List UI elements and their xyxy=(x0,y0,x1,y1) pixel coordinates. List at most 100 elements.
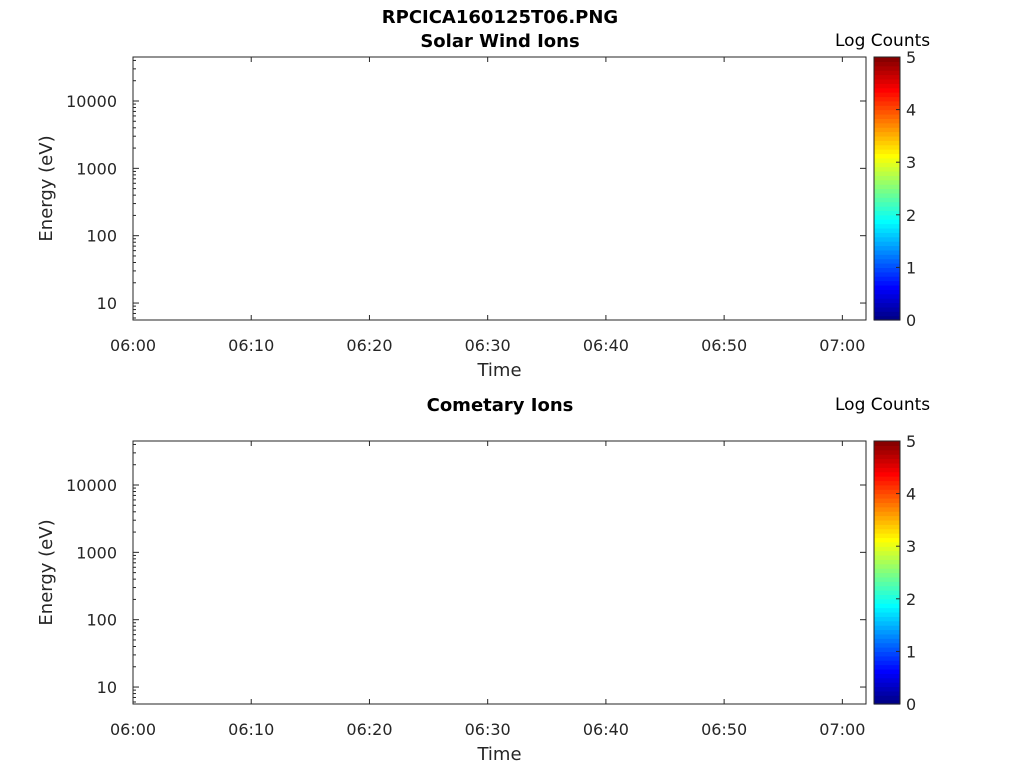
colorbar-step xyxy=(874,476,900,482)
colorbar-step xyxy=(874,528,900,534)
colorbar-step xyxy=(874,78,900,84)
colorbar-step xyxy=(874,563,900,569)
x-axis-label: Time xyxy=(476,360,521,381)
colorbar-step xyxy=(874,74,900,80)
colorbar-tick-label: 1 xyxy=(906,258,916,277)
colorbar: 0 1 2 3 4 5 xyxy=(873,432,916,714)
colorbar-step xyxy=(874,502,900,508)
colorbar-step xyxy=(874,441,900,446)
colorbar-step xyxy=(874,576,900,582)
top-panel-title: Solar Wind Ions xyxy=(420,31,580,52)
y-tick-label: 1000 xyxy=(76,159,117,178)
colorbar-step xyxy=(874,258,900,264)
colorbar-step xyxy=(874,223,900,229)
colorbar-step xyxy=(874,249,900,255)
x-tick-label: 06:40 xyxy=(583,336,629,355)
colorbar-step xyxy=(874,210,900,216)
colorbar: 0 1 2 3 4 5 xyxy=(873,48,916,330)
plot-frame xyxy=(132,56,867,321)
colorbar-step xyxy=(874,497,900,503)
colorbar-step xyxy=(874,92,900,98)
colorbar-tick-label: 3 xyxy=(906,153,916,172)
colorbar-step xyxy=(874,192,900,198)
colorbar-step xyxy=(874,166,900,172)
colorbar-step xyxy=(874,144,900,150)
colorbar-step xyxy=(874,61,900,67)
colorbar-tick-label: 0 xyxy=(906,695,916,714)
colorbar-step xyxy=(874,149,900,155)
colorbar-step xyxy=(874,533,900,539)
colorbar-step xyxy=(874,559,900,565)
colorbar-step xyxy=(874,201,900,207)
colorbar-tick-label: 5 xyxy=(906,432,916,451)
colorbar-step xyxy=(874,236,900,242)
colorbar-step xyxy=(874,625,900,631)
colorbar-step xyxy=(874,70,900,76)
colorbar-step xyxy=(874,445,900,451)
top-colorbar-title: Log Counts xyxy=(835,31,931,51)
colorbar-step xyxy=(874,695,900,701)
y-tick-label: 10 xyxy=(97,294,117,313)
y-axis: 10 100 1000 10000 Energy (eV) xyxy=(36,443,866,703)
colorbar-step xyxy=(874,673,900,679)
colorbar-step xyxy=(874,537,900,543)
colorbar-step xyxy=(874,633,900,639)
colorbar-step xyxy=(874,550,900,556)
colorbar-step xyxy=(874,489,900,495)
x-tick-label: 06:00 xyxy=(110,336,156,355)
colorbar-step xyxy=(874,302,900,308)
colorbar-step xyxy=(874,122,900,128)
colorbar-step xyxy=(874,651,900,657)
colorbar-step xyxy=(874,660,900,666)
colorbar-step xyxy=(874,232,900,238)
x-tick-label: 06:20 xyxy=(346,720,392,739)
colorbar-step xyxy=(874,100,900,106)
x-tick-label: 06:40 xyxy=(583,720,629,739)
colorbar-step xyxy=(874,263,900,268)
colorbar-step xyxy=(874,57,900,62)
cometary-ions-panel: 06:00 06:10 06:20 06:30 06:40 06:50 07:00 Time 1… xyxy=(36,432,916,765)
colorbar-step xyxy=(874,682,900,688)
colorbar-step xyxy=(874,245,900,251)
colorbar-step xyxy=(874,677,900,683)
colorbar-step xyxy=(874,458,900,464)
colorbar-step xyxy=(874,113,900,119)
colorbar-step xyxy=(874,616,900,622)
colorbar-step xyxy=(874,581,900,587)
colorbar-step xyxy=(874,611,900,617)
colorbar-step xyxy=(874,175,900,181)
colorbar-step xyxy=(874,668,900,674)
colorbar-step xyxy=(874,524,900,530)
colorbar-step xyxy=(874,484,900,490)
colorbar-step xyxy=(874,289,900,295)
colorbar-step xyxy=(874,284,900,290)
bottom-colorbar-title: Log Counts xyxy=(835,395,931,415)
colorbar-step xyxy=(874,594,900,600)
colorbar-step xyxy=(874,267,900,273)
colorbar-step xyxy=(874,686,900,692)
colorbar-step xyxy=(874,598,900,604)
x-tick-label: 06:50 xyxy=(701,336,747,355)
colorbar-step xyxy=(874,140,900,146)
colorbar-step xyxy=(874,109,900,115)
colorbar-step xyxy=(874,629,900,635)
colorbar-step xyxy=(874,585,900,591)
x-axis: 06:00 06:10 06:20 06:30 06:40 06:50 07:00 Time xyxy=(110,57,865,381)
colorbar-step xyxy=(874,315,900,321)
colorbar-step xyxy=(874,206,900,212)
colorbar-step xyxy=(874,572,900,578)
colorbar-step xyxy=(874,254,900,260)
colorbar-step xyxy=(874,590,900,596)
x-tick-label: 06:30 xyxy=(465,720,511,739)
colorbar-tick-label: 3 xyxy=(906,537,916,556)
colorbar-step xyxy=(874,620,900,626)
colorbar-step xyxy=(874,519,900,525)
colorbar-frame xyxy=(873,56,901,321)
colorbar-tick-label: 4 xyxy=(906,101,916,120)
x-tick-label: 06:00 xyxy=(110,720,156,739)
colorbar-step xyxy=(874,105,900,111)
colorbar-tick-label: 5 xyxy=(906,48,916,67)
x-tick-label: 06:50 xyxy=(701,720,747,739)
colorbar-step xyxy=(874,179,900,185)
colorbar-step xyxy=(874,214,900,220)
